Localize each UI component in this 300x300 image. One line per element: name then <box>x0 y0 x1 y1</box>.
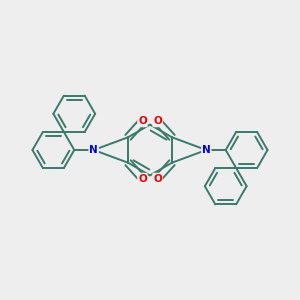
Text: O: O <box>138 116 147 126</box>
Text: N: N <box>202 145 211 155</box>
Text: N: N <box>89 145 98 155</box>
Text: O: O <box>153 174 162 184</box>
Text: O: O <box>138 174 147 184</box>
Text: O: O <box>153 116 162 126</box>
